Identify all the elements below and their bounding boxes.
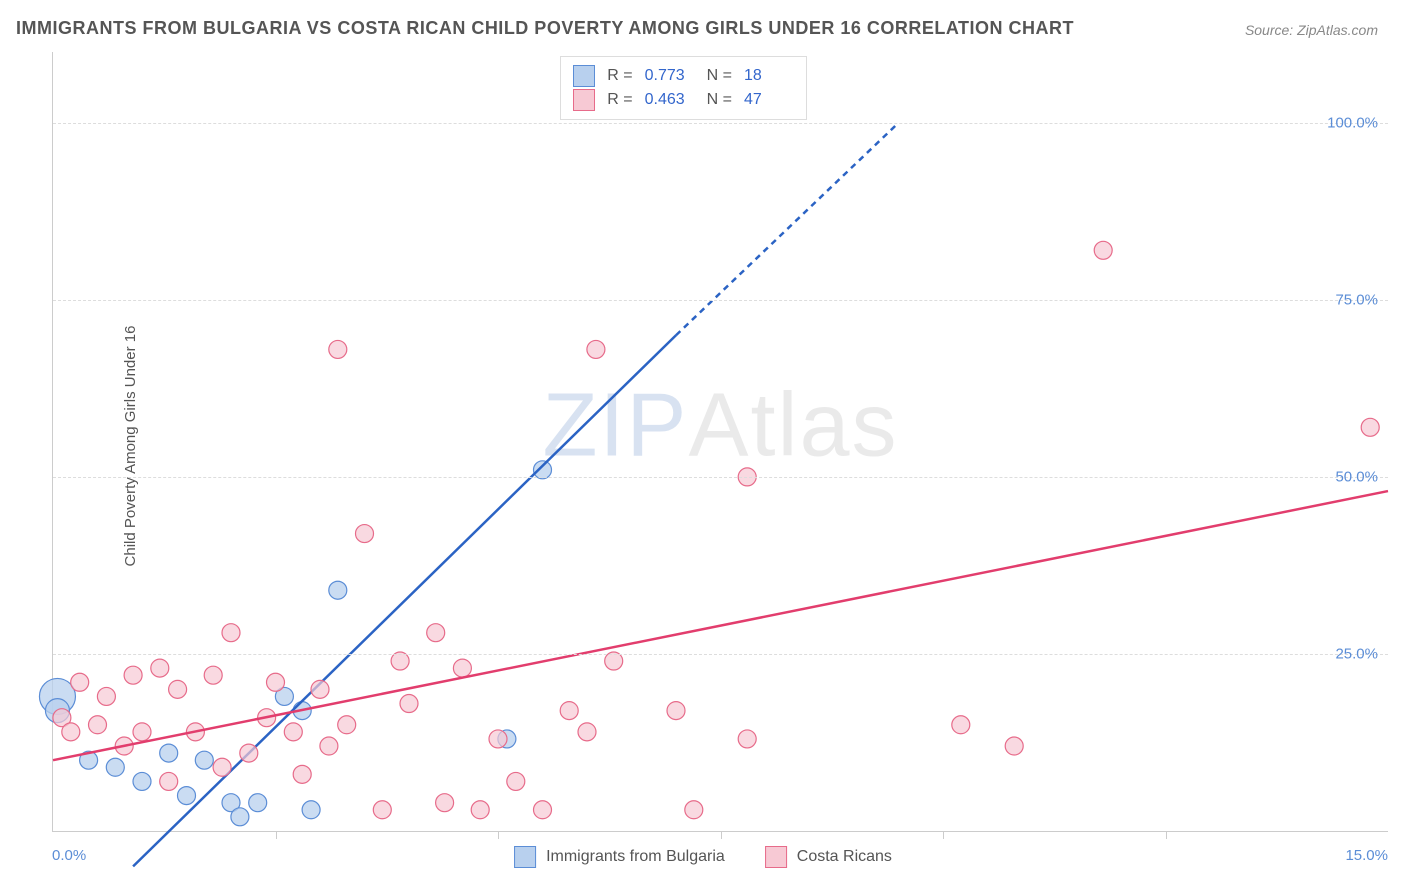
trend-line	[133, 335, 676, 866]
data-point	[952, 716, 970, 734]
x-tick	[721, 831, 722, 839]
data-point	[373, 801, 391, 819]
source-attribution: Source: ZipAtlas.com	[1245, 22, 1378, 38]
gridline	[53, 477, 1388, 478]
data-point	[160, 772, 178, 790]
r-label: R =	[607, 67, 632, 85]
data-point	[204, 666, 222, 684]
data-point	[124, 666, 142, 684]
data-point	[1094, 241, 1112, 259]
data-point	[436, 794, 454, 812]
n-value: 18	[744, 67, 794, 85]
legend-swatch	[573, 65, 595, 87]
data-point	[213, 758, 231, 776]
y-tick-label: 75.0%	[1335, 291, 1378, 308]
data-point	[151, 659, 169, 677]
legend-label: Costa Ricans	[797, 848, 892, 866]
data-point	[240, 744, 258, 762]
data-point	[685, 801, 703, 819]
legend-swatch	[514, 846, 536, 868]
y-tick-label: 25.0%	[1335, 645, 1378, 662]
x-tick	[498, 831, 499, 839]
data-point	[169, 680, 187, 698]
data-point	[667, 702, 685, 720]
legend-row: R = 0.773 N = 18	[573, 65, 794, 87]
data-point	[222, 624, 240, 642]
data-point	[1361, 418, 1379, 436]
data-point	[133, 723, 151, 741]
data-point	[471, 801, 489, 819]
data-point	[133, 772, 151, 790]
data-point	[302, 801, 320, 819]
legend-item: Costa Ricans	[765, 846, 892, 868]
data-point	[89, 716, 107, 734]
data-point	[453, 659, 471, 677]
data-point	[560, 702, 578, 720]
data-point	[534, 801, 552, 819]
data-point	[62, 723, 80, 741]
data-point	[587, 340, 605, 358]
x-tick-min: 0.0%	[52, 847, 86, 864]
legend-swatch	[765, 846, 787, 868]
trend-line	[53, 491, 1388, 760]
data-point	[267, 673, 285, 691]
series-legend: Immigrants from Bulgaria Costa Ricans	[514, 846, 892, 868]
data-point	[320, 737, 338, 755]
gridline	[53, 654, 1388, 655]
x-tick-max: 15.0%	[1345, 847, 1388, 864]
x-tick	[1166, 831, 1167, 839]
x-tick	[943, 831, 944, 839]
data-point	[160, 744, 178, 762]
legend-label: Immigrants from Bulgaria	[546, 848, 725, 866]
data-point	[249, 794, 267, 812]
data-point	[311, 680, 329, 698]
data-point	[106, 758, 124, 776]
plot-area: ZIPAtlas R =0.773N =18R =0.463N =47 25.0…	[52, 52, 1388, 832]
data-point	[329, 340, 347, 358]
trend-line-dashed	[676, 123, 899, 335]
n-label: N =	[707, 91, 732, 109]
data-point	[356, 525, 374, 543]
y-tick-label: 50.0%	[1335, 468, 1378, 485]
x-tick	[276, 831, 277, 839]
data-point	[231, 808, 249, 826]
chart-svg	[53, 52, 1388, 831]
r-value: 0.463	[645, 91, 695, 109]
n-label: N =	[707, 67, 732, 85]
y-tick-label: 100.0%	[1327, 114, 1378, 131]
correlation-legend: R = 0.773 N = 18 R = 0.463 N = 47	[560, 56, 807, 120]
r-label: R =	[607, 91, 632, 109]
data-point	[178, 787, 196, 805]
data-point	[400, 695, 418, 713]
data-point	[427, 624, 445, 642]
legend-item: Immigrants from Bulgaria	[514, 846, 725, 868]
data-point	[293, 765, 311, 783]
data-point	[338, 716, 356, 734]
data-point	[195, 751, 213, 769]
legend-row: R = 0.463 N = 47	[573, 89, 794, 111]
legend-swatch	[573, 89, 595, 111]
r-value: 0.773	[645, 67, 695, 85]
data-point	[738, 730, 756, 748]
chart-title: IMMIGRANTS FROM BULGARIA VS COSTA RICAN …	[16, 18, 1074, 39]
gridline	[53, 300, 1388, 301]
data-point	[97, 687, 115, 705]
data-point	[71, 673, 89, 691]
data-point	[1005, 737, 1023, 755]
data-point	[578, 723, 596, 741]
data-point	[329, 581, 347, 599]
n-value: 47	[744, 91, 794, 109]
data-point	[489, 730, 507, 748]
data-point	[507, 772, 525, 790]
data-point	[284, 723, 302, 741]
gridline	[53, 123, 1388, 124]
